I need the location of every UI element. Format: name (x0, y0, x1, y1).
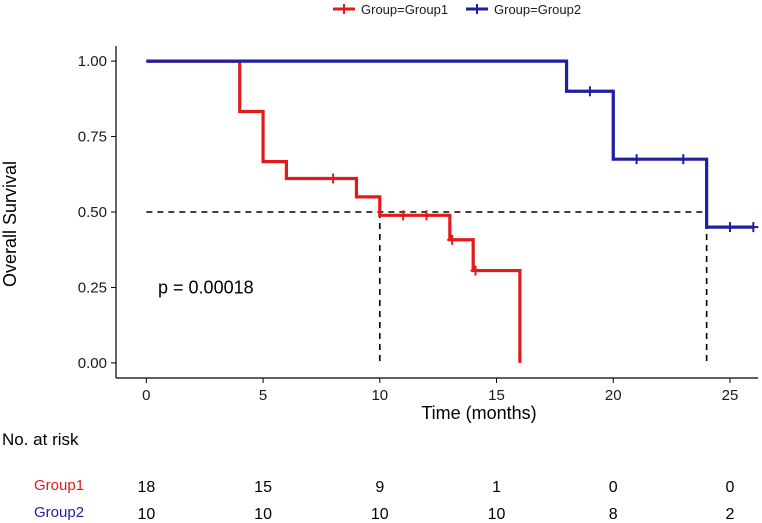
survival-curve-group1 (146, 59, 522, 363)
survival-curve-group2 (146, 59, 754, 229)
survival-curves (146, 59, 759, 363)
risk-value-group1: 0 (609, 479, 618, 496)
risk-value-group2: 2 (726, 506, 735, 523)
legend: Group=Group1 Group=Group2 (333, 2, 581, 17)
y-tick-label: 0.75 (78, 129, 107, 146)
risk-value-group1: 0 (726, 479, 735, 496)
x-axis-ticks: 0 5 10 15 20 25 (142, 378, 738, 404)
y-tick-label: 0.50 (78, 204, 107, 221)
risk-value-group2: 10 (488, 506, 506, 523)
risk-row-label-group1: Group1 (34, 477, 84, 494)
y-axis-title: Overall Survival (0, 161, 20, 287)
risk-value-group2: 10 (371, 506, 389, 523)
legend-label-group1: Group=Group1 (361, 2, 448, 17)
risk-value-group1: 1 (492, 479, 501, 496)
x-tick-label: 15 (488, 387, 505, 404)
risk-row-label-group2: Group2 (34, 504, 84, 521)
x-tick-label: 0 (142, 387, 150, 404)
risk-table: No. at risk Group1 Group2 18 15 9 1 0 010 10 10… (2, 430, 735, 523)
risk-value-group2: 10 (254, 506, 272, 523)
risk-value-group2: 10 (137, 506, 155, 523)
x-tick-label: 5 (259, 387, 267, 404)
x-tick-label: 25 (722, 387, 739, 404)
x-axis-title: Time (months) (421, 403, 536, 423)
risk-value-group1: 18 (137, 479, 155, 496)
y-tick-label: 1.00 (78, 53, 107, 70)
risk-value-group1: 15 (254, 479, 272, 496)
risk-value-group2: 8 (609, 506, 618, 523)
risk-table-values: 18 15 9 1 0 010 10 10 10 8 2 (137, 479, 734, 523)
y-tick-label: 0.00 (78, 355, 107, 372)
legend-label-group2: Group=Group2 (494, 2, 581, 17)
risk-table-title: No. at risk (2, 430, 79, 449)
p-value-annotation: p = 0.00018 (158, 277, 254, 297)
x-tick-label: 10 (371, 387, 388, 404)
y-axis-ticks: 0.00 0.25 0.50 0.75 1.00 (78, 53, 116, 372)
x-tick-label: 20 (605, 387, 622, 404)
y-tick-label: 0.25 (78, 279, 107, 296)
risk-value-group1: 9 (375, 479, 384, 496)
